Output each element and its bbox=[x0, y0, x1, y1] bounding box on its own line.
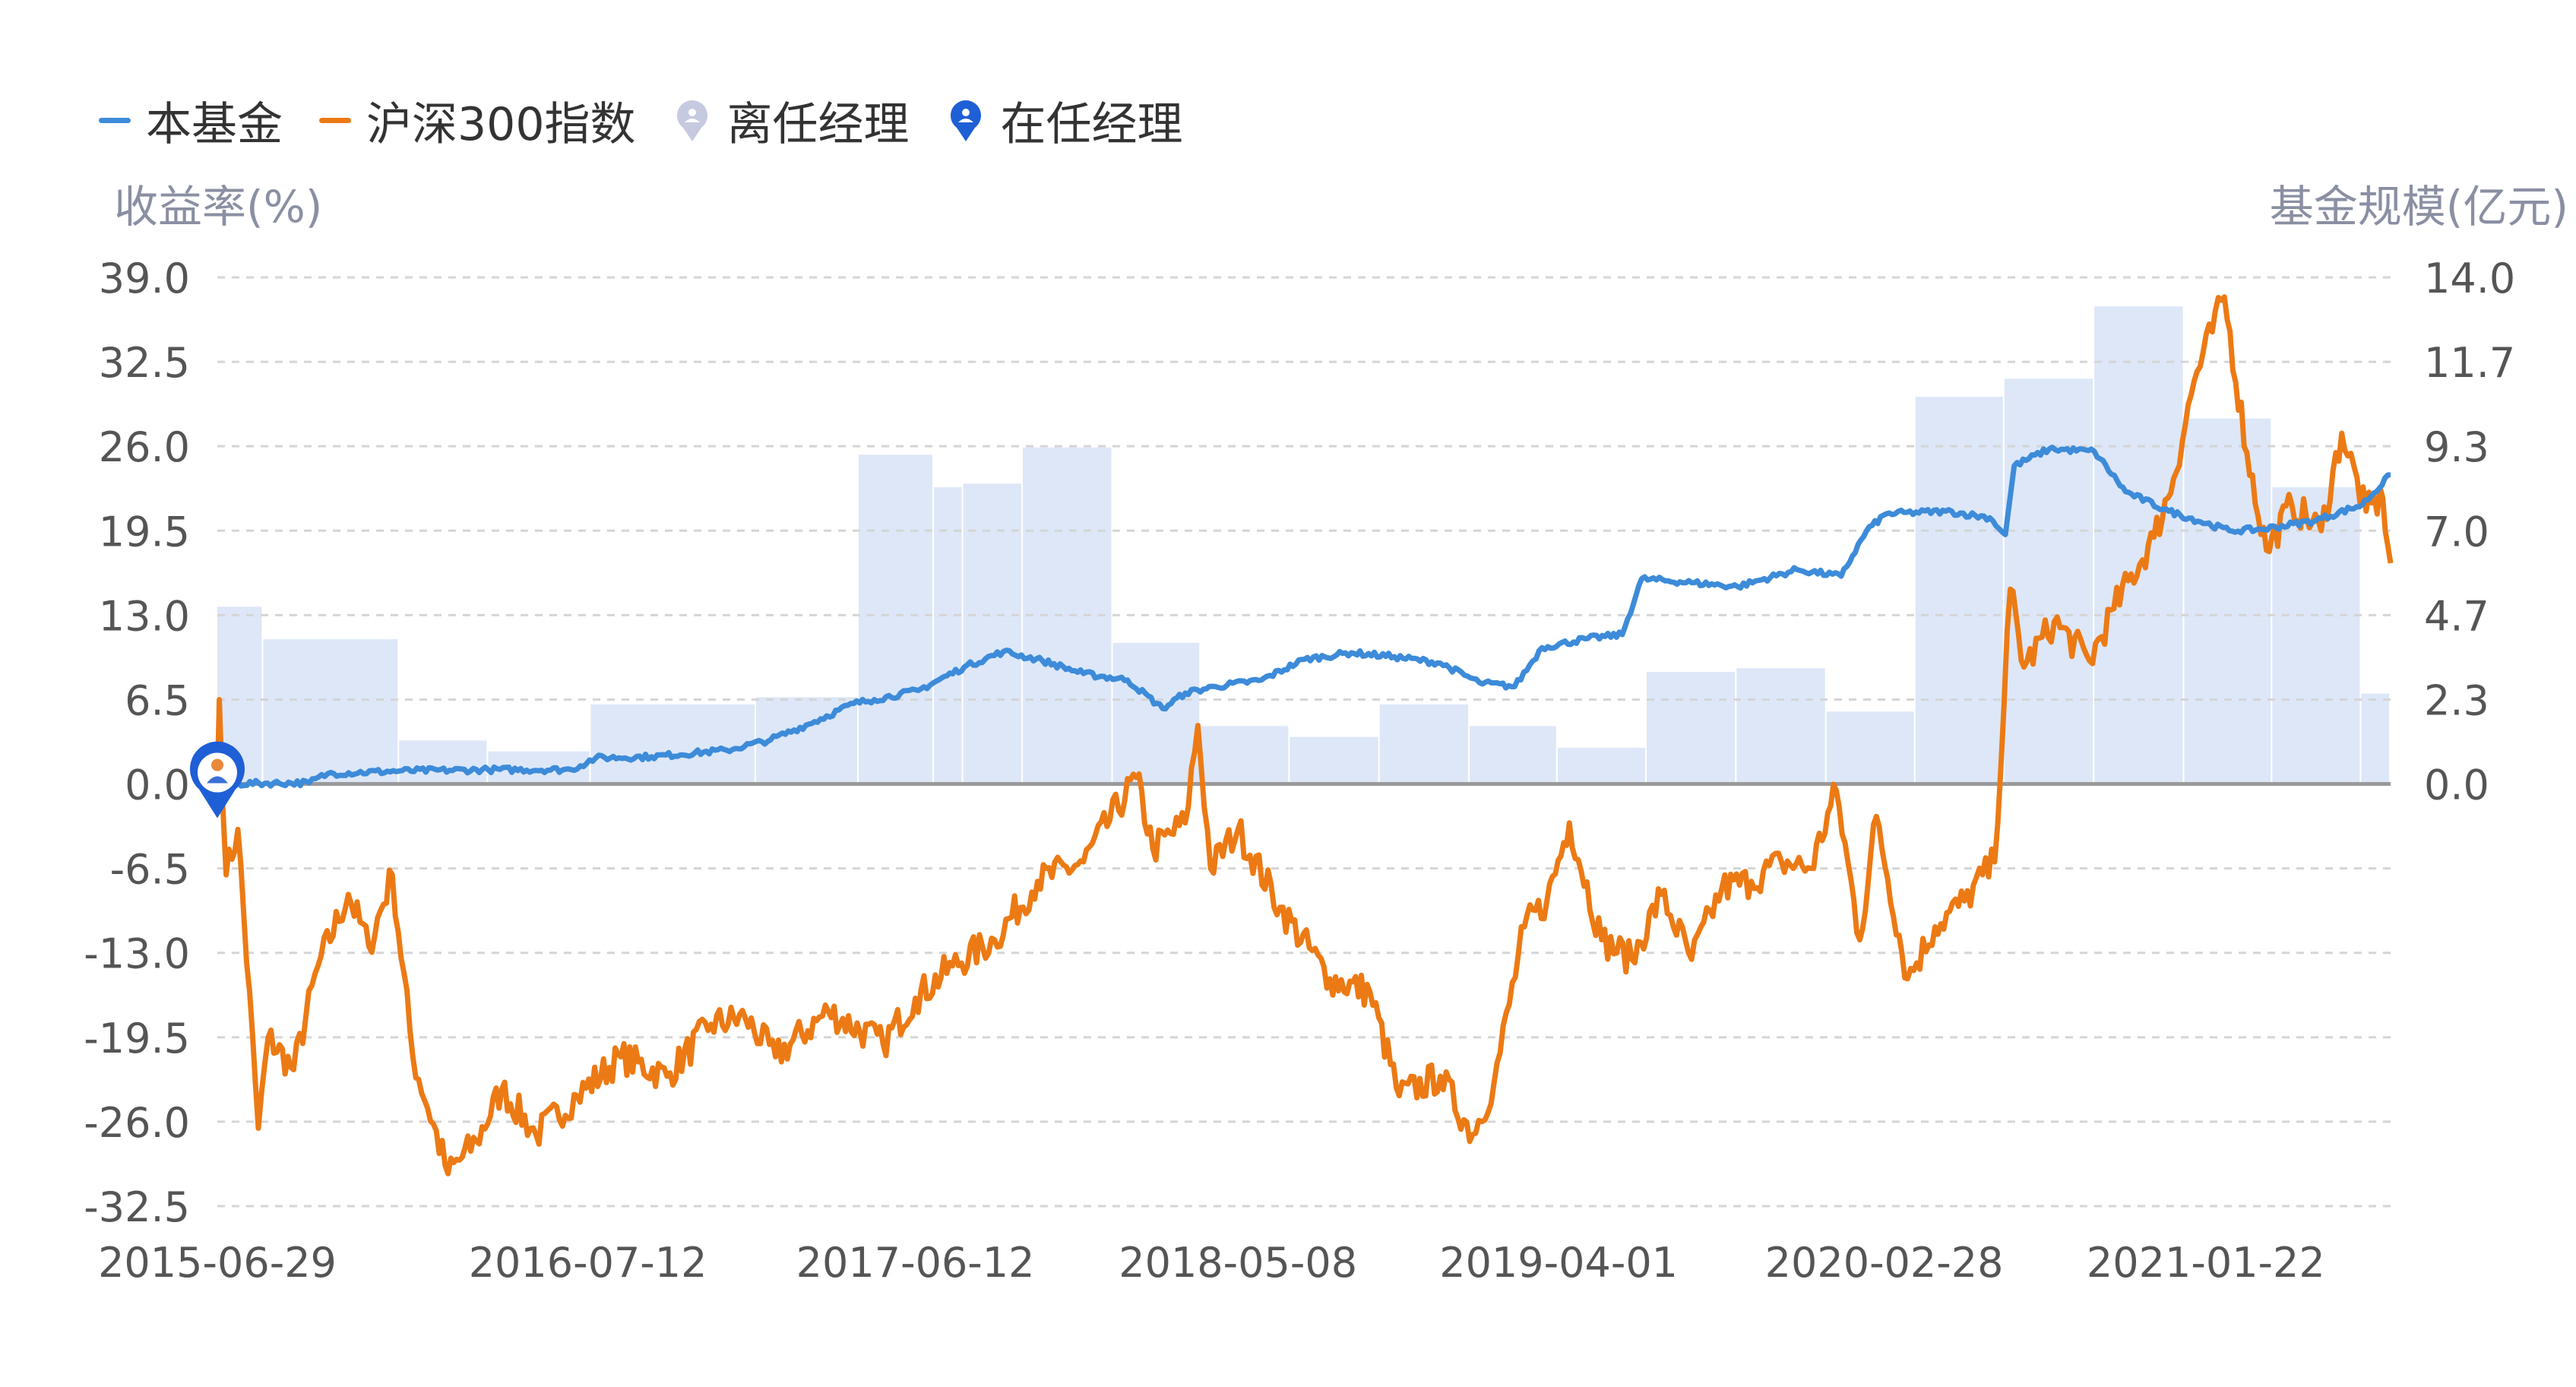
left-tick-label-6: 0.0 bbox=[125, 762, 190, 809]
fund-scale-bar-21 bbox=[2094, 306, 2183, 784]
fund-series-line bbox=[216, 445, 2391, 789]
left-tick-label-1: 32.5 bbox=[99, 339, 190, 387]
legend-label-current-manager: 在任经理 bbox=[1000, 97, 1183, 151]
marker-face bbox=[198, 752, 237, 793]
right-tick-label-3: 7.0 bbox=[2424, 508, 2489, 556]
left-tick-label-5: 6.5 bbox=[125, 676, 190, 724]
fund-scale-bar-9 bbox=[1023, 447, 1112, 784]
fund-scale-bar-10 bbox=[1112, 642, 1200, 784]
x-tick-label-3: 2018-05-08 bbox=[1119, 1239, 1357, 1287]
left-tick-label-2: 26.0 bbox=[99, 423, 190, 471]
fund-scale-bar-24 bbox=[2361, 693, 2389, 784]
fund-scale-bar-15 bbox=[1557, 747, 1645, 784]
right-tick-label-4: 4.7 bbox=[2424, 592, 2489, 640]
manager-markers[interactable] bbox=[190, 741, 245, 819]
left-axis-title: 收益率(%) bbox=[114, 181, 323, 233]
right-tick-label-5: 2.3 bbox=[2424, 676, 2489, 724]
fund-scale-bars bbox=[217, 306, 2389, 784]
fund-scale-bar-1 bbox=[263, 639, 398, 784]
x-tick-label-6: 2021-01-22 bbox=[2087, 1239, 2325, 1287]
left-tick-label-8: -13.0 bbox=[84, 930, 190, 978]
right-tick-label-0: 14.0 bbox=[2424, 255, 2515, 302]
x-tick-label-5: 2020-02-28 bbox=[1765, 1239, 2004, 1287]
x-tick-label-1: 2016-07-12 bbox=[469, 1239, 707, 1287]
chart-legend: 本基金 沪深300指数 离任经理 在任经理 bbox=[99, 90, 1183, 151]
index-line-swatch bbox=[319, 117, 351, 123]
index-series-line bbox=[214, 294, 2394, 1176]
axis-labels: 39.0 32.5 26.0 19.5 13.0 6.5 0.0 -6.5 -13.0 -19.5… bbox=[84, 255, 2515, 1287]
legend-item-index[interactable]: 沪深300指数 bbox=[319, 87, 636, 154]
legend-label-index: 沪深300指数 bbox=[366, 97, 636, 151]
left-tick-label-0: 39.0 bbox=[99, 255, 190, 302]
fund-scale-bar-23 bbox=[2272, 487, 2360, 784]
right-axis-title: 基金规模(亿元) bbox=[2269, 181, 2568, 233]
right-tick-label-1: 11.7 bbox=[2424, 339, 2515, 387]
fund-scale-bar-18 bbox=[1826, 711, 1914, 784]
left-tick-label-10: -26.0 bbox=[84, 1099, 190, 1147]
fund-scale-bar-20 bbox=[2004, 378, 2093, 784]
series-lines bbox=[214, 294, 2394, 1176]
left-tick-label-9: -19.5 bbox=[84, 1015, 190, 1062]
legend-label-fund: 本基金 bbox=[146, 97, 283, 151]
fund-scale-bar-12 bbox=[1290, 736, 1378, 784]
left-tick-label-3: 19.5 bbox=[99, 508, 190, 556]
marker-avatar-head bbox=[211, 758, 223, 771]
fund-scale-bar-22 bbox=[2184, 418, 2271, 784]
right-tick-label-2: 9.3 bbox=[2424, 423, 2489, 471]
fund-scale-bar-6 bbox=[858, 454, 933, 784]
legend-label-former-manager: 离任经理 bbox=[726, 97, 910, 151]
legend-item-fund[interactable]: 本基金 bbox=[99, 87, 283, 154]
fund-scale-bar-17 bbox=[1736, 668, 1825, 784]
x-tick-label-4: 2019-04-01 bbox=[1439, 1239, 1678, 1287]
marker-avatar-body bbox=[207, 776, 228, 784]
fund-scale-bar-14 bbox=[1470, 726, 1556, 784]
current-manager-marker-icon[interactable] bbox=[190, 741, 245, 819]
fund-scale-bar-8 bbox=[963, 483, 1022, 784]
right-tick-label-6: 0.0 bbox=[2424, 762, 2489, 809]
grid-lines bbox=[217, 276, 2391, 1208]
legend-item-former-manager[interactable]: 离任经理 bbox=[672, 87, 910, 154]
x-tick-label-0: 2015-06-29 bbox=[98, 1239, 337, 1287]
fund-line-swatch bbox=[99, 117, 131, 123]
left-tick-label-4: 13.0 bbox=[99, 592, 190, 640]
left-tick-label-11: -32.5 bbox=[84, 1183, 190, 1231]
fund-scale-bar-7 bbox=[934, 487, 962, 784]
fund-scale-bar-19 bbox=[1915, 397, 2003, 784]
x-tick-label-2: 2017-06-12 bbox=[796, 1239, 1035, 1287]
fund-scale-bar-2 bbox=[399, 740, 487, 784]
current-manager-pin-icon bbox=[950, 100, 981, 141]
former-manager-pin-icon bbox=[676, 100, 707, 141]
fund-scale-bar-16 bbox=[1646, 671, 1736, 784]
fund-scale-bar-13 bbox=[1379, 704, 1469, 784]
fund-scale-bar-4 bbox=[590, 704, 755, 784]
legend-item-current-manager[interactable]: 在任经理 bbox=[946, 87, 1183, 154]
left-tick-label-7: -6.5 bbox=[110, 846, 190, 894]
fund-scale-bar-11 bbox=[1201, 726, 1289, 784]
